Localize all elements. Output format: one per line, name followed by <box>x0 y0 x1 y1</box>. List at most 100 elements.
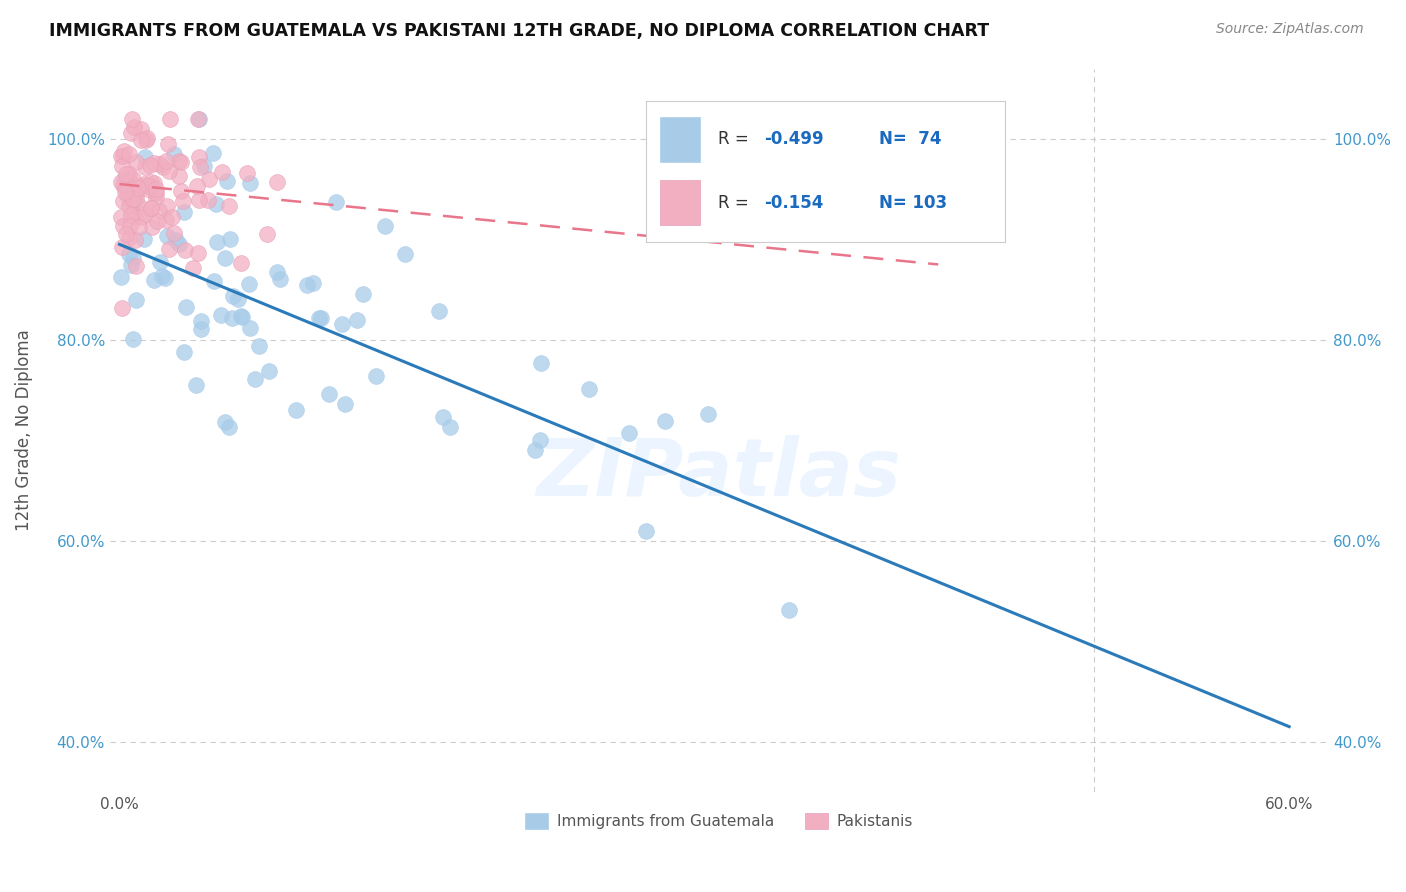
Point <box>122 192 145 206</box>
Point <box>229 309 252 323</box>
Point <box>122 172 145 186</box>
Point <box>111 160 134 174</box>
Point <box>143 156 166 170</box>
Point <box>150 269 173 284</box>
Point <box>529 434 551 448</box>
Point <box>141 201 163 215</box>
Point <box>141 201 163 215</box>
Point <box>114 167 136 181</box>
Point <box>122 207 145 221</box>
Point <box>112 149 135 163</box>
Point <box>174 300 197 314</box>
Point <box>186 179 208 194</box>
Point <box>117 190 139 204</box>
Point <box>229 256 252 270</box>
Point <box>302 276 325 290</box>
Point <box>136 182 159 196</box>
Legend: Immigrants from Guatemala, Pakistanis: Immigrants from Guatemala, Pakistanis <box>519 806 920 835</box>
Point <box>134 232 156 246</box>
Point <box>141 220 163 235</box>
Point <box>190 322 212 336</box>
Point <box>530 356 553 370</box>
Point <box>121 332 143 346</box>
Point <box>654 414 676 428</box>
Point <box>129 211 152 225</box>
Point <box>285 403 308 417</box>
Point <box>141 175 163 189</box>
Point <box>238 277 260 292</box>
Point <box>318 387 340 401</box>
Point <box>309 310 332 325</box>
Point <box>170 184 193 198</box>
Point <box>190 314 212 328</box>
Point <box>187 246 209 260</box>
Point <box>138 179 160 194</box>
Point <box>143 186 166 200</box>
Point <box>333 397 356 411</box>
Point <box>122 251 145 265</box>
Point <box>157 137 180 152</box>
Point <box>121 192 143 206</box>
Point <box>325 195 347 210</box>
Point <box>578 382 600 396</box>
Point <box>121 196 143 211</box>
Point <box>184 377 207 392</box>
Point <box>221 310 243 325</box>
Point <box>204 197 226 211</box>
Point <box>193 159 215 173</box>
Point <box>187 112 209 126</box>
Point <box>155 271 177 285</box>
Point <box>214 415 236 429</box>
Point <box>157 164 180 178</box>
Point <box>114 179 136 194</box>
Point <box>146 214 169 228</box>
Point <box>115 177 138 191</box>
Point <box>155 229 177 244</box>
Point <box>247 339 270 353</box>
Point <box>169 169 191 184</box>
Point <box>156 199 179 213</box>
Point <box>217 174 239 188</box>
Text: IMMIGRANTS FROM GUATEMALA VS PAKISTANI 12TH GRADE, NO DIPLOMA CORRELATION CHART: IMMIGRANTS FROM GUATEMALA VS PAKISTANI 1… <box>49 22 990 40</box>
Point <box>135 133 157 147</box>
Point <box>114 176 136 190</box>
Point <box>124 233 146 247</box>
Point <box>187 193 209 207</box>
Point <box>110 270 132 285</box>
Point <box>118 147 141 161</box>
Point <box>374 219 396 233</box>
Point <box>139 159 162 173</box>
Point <box>352 287 374 301</box>
Point <box>111 301 134 316</box>
Point <box>145 182 167 196</box>
Point <box>129 133 152 147</box>
Point <box>297 278 319 293</box>
Point <box>222 288 245 302</box>
Point <box>145 186 167 201</box>
Point <box>145 191 167 205</box>
Point <box>366 369 388 384</box>
Point <box>270 272 292 286</box>
Point <box>170 154 193 169</box>
Point <box>157 243 180 257</box>
Point <box>121 258 143 272</box>
Point <box>110 211 132 225</box>
Point <box>163 147 186 161</box>
Point <box>110 175 132 189</box>
Point <box>115 177 138 191</box>
Y-axis label: 12th Grade, No Diploma: 12th Grade, No Diploma <box>15 329 32 531</box>
Point <box>427 303 450 318</box>
Point <box>214 252 236 266</box>
Point <box>257 364 280 378</box>
Point <box>165 233 187 247</box>
Point <box>132 177 155 191</box>
Point <box>219 232 242 246</box>
Point <box>201 146 224 161</box>
Point <box>188 112 211 126</box>
Point <box>112 171 135 186</box>
Point <box>125 293 148 308</box>
Point <box>256 227 278 241</box>
Point <box>128 220 150 235</box>
Point <box>128 199 150 213</box>
Point <box>122 120 145 134</box>
